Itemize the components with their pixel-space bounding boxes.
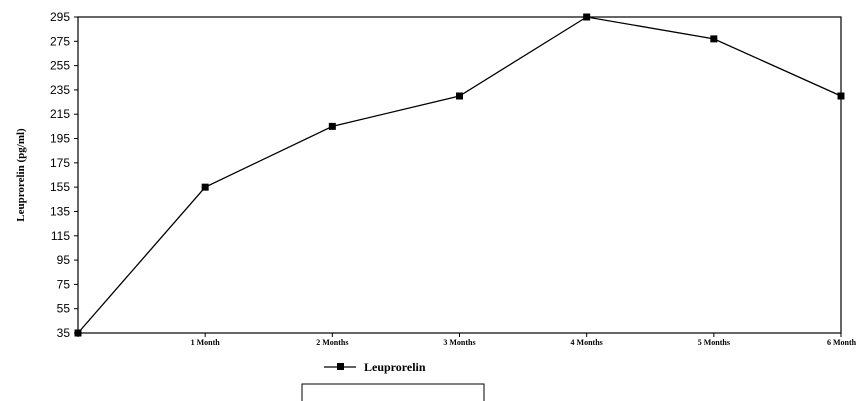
x-tick-label: 4 Months	[571, 338, 603, 347]
x-tick-label: 6 Month	[827, 338, 856, 347]
data-point-marker	[328, 122, 336, 130]
y-tick-label: 135	[50, 204, 70, 218]
y-tick-label: 95	[57, 253, 71, 267]
legend: Leuprorelin	[301, 360, 485, 401]
y-tick-label: 55	[57, 302, 71, 316]
series-layer	[74, 13, 845, 337]
y-tick-label: 295	[50, 10, 70, 24]
y-tick-label: 215	[50, 107, 70, 121]
x-tick-label: 2 Months	[316, 338, 348, 347]
x-tick-label: 3 Months	[443, 338, 475, 347]
y-tick-label: 175	[50, 156, 70, 170]
y-tick-label: 235	[50, 83, 70, 97]
data-point-marker	[583, 13, 591, 21]
data-point-marker	[456, 92, 463, 100]
legend-box	[301, 383, 485, 401]
x-axis: 1 Month 2 Months 3 Months 4 Months 5 Months 6…	[77, 333, 856, 347]
y-tick-label: 115	[51, 229, 70, 243]
data-point-marker	[837, 92, 845, 100]
y-tick-label: 255	[50, 59, 70, 73]
y-tick-label: 275	[50, 34, 70, 48]
data-point-marker	[201, 183, 209, 191]
data-point-marker	[74, 329, 82, 337]
y-axis: 35 55 75 95 115 135 155 175 195 215 235 255 275 295	[50, 10, 78, 340]
y-tick-label: 155	[50, 180, 70, 194]
x-tick-label: 1 Month	[191, 338, 221, 347]
plot-frame	[77, 16, 842, 334]
series-line-leuprorelin	[77, 16, 842, 334]
y-tick-label: 35	[57, 326, 71, 340]
y-tick-label: 195	[50, 132, 70, 146]
legend-marker-swatch	[337, 363, 344, 370]
y-axis-label: Leuprorelin (pg/ml)	[15, 128, 27, 222]
data-point-marker	[710, 35, 718, 43]
x-tick-label: 5 Months	[698, 338, 730, 347]
y-tick-label: 75	[57, 277, 71, 291]
legend-label: Leuprorelin	[364, 360, 426, 374]
